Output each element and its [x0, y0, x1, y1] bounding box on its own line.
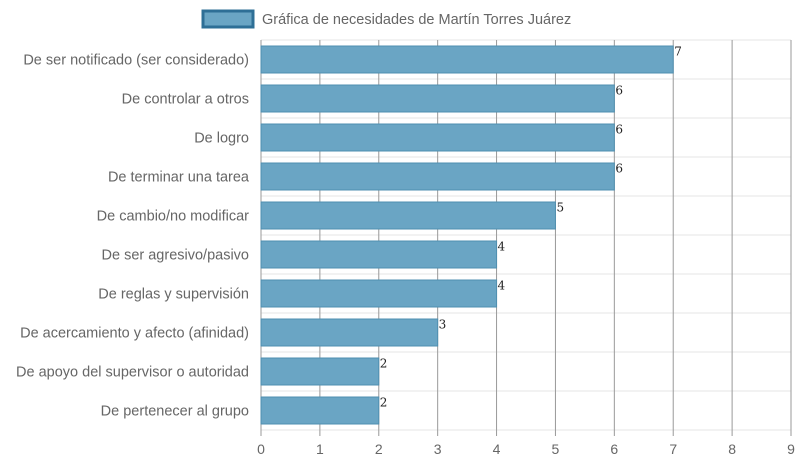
data-label: 2: [380, 357, 388, 371]
data-label: 3: [439, 318, 447, 332]
bar[interactable]: [260, 357, 380, 386]
category-label: De ser agresivo/pasivo: [102, 248, 250, 264]
horizontal-gridlines: [261, 39, 791, 431]
category-labels: De ser notificado (ser considerado) De co…: [16, 53, 250, 420]
category-label: De apoyo del supervisor o autoridad: [16, 365, 249, 381]
bar[interactable]: [260, 279, 498, 308]
data-label: 6: [615, 84, 623, 98]
x-tick-label: 4: [493, 441, 501, 457]
legend-label: Gráfica de necesidades de Martín Torres …: [262, 12, 571, 28]
category-label: De pertenecer al grupo: [101, 404, 249, 420]
bar[interactable]: [260, 396, 380, 425]
category-label: De terminar una tarea: [108, 170, 250, 186]
x-tick-labels: 0 1 2 3 4 5 6 7 8 9: [257, 441, 795, 457]
data-labels: 7 6 6 6 5 4 4 3 2 2: [380, 45, 682, 410]
category-label: De logro: [194, 131, 249, 147]
bar[interactable]: [260, 201, 556, 230]
category-label: De controlar a otros: [122, 92, 249, 108]
legend-swatch: [201, 9, 255, 29]
bar[interactable]: [260, 123, 615, 152]
x-tick-label: 0: [257, 441, 265, 457]
bar[interactable]: [260, 84, 615, 113]
data-label: 4: [498, 240, 506, 254]
x-tick-label: 7: [669, 441, 677, 457]
bar[interactable]: [260, 318, 439, 347]
category-label: De cambio/no modificar: [97, 209, 249, 225]
legend[interactable]: Gráfica de necesidades de Martín Torres …: [201, 9, 571, 29]
category-label: De reglas y supervisión: [98, 287, 249, 303]
category-label: De ser notificado (ser considerado): [23, 53, 249, 69]
x-tick-label: 2: [375, 441, 383, 457]
x-tick-label: 1: [316, 441, 324, 457]
x-tick-label: 9: [787, 441, 795, 457]
data-label: 4: [498, 279, 506, 293]
x-tick-label: 5: [552, 441, 560, 457]
x-tick-label: 8: [728, 441, 736, 457]
bars: [260, 45, 674, 425]
data-label: 6: [615, 162, 623, 176]
x-tick-label: 6: [610, 441, 618, 457]
x-tick-label: 3: [434, 441, 442, 457]
data-label: 6: [615, 123, 623, 137]
bar[interactable]: [260, 45, 674, 74]
bar[interactable]: [260, 240, 498, 269]
data-label: 5: [556, 201, 564, 215]
data-label: 2: [380, 396, 388, 410]
data-label: 7: [674, 45, 682, 59]
bar[interactable]: [260, 162, 615, 191]
category-label: De acercamiento y afecto (afinidad): [20, 326, 249, 342]
